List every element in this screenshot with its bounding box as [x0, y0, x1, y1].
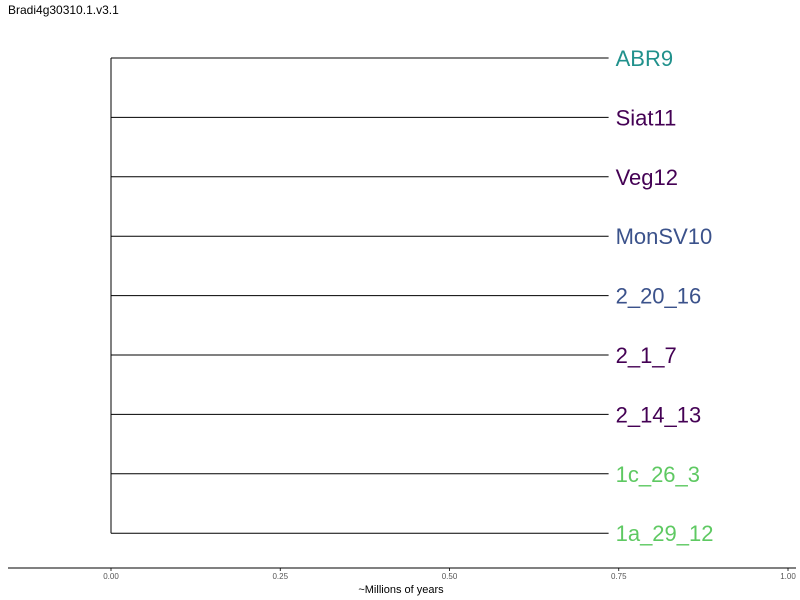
x-axis: 0.00 0.25 0.50 0.75 1.00 ~Millions of years	[8, 567, 796, 596]
tip-labels: ABR9 Siat11 Veg12 MonSV10 2_20_16 2_1_7 2_14_1…	[616, 46, 714, 546]
tip-label-2_14_13: 2_14_13	[616, 402, 702, 427]
tip-label-1c_26_3: 1c_26_3	[616, 462, 700, 487]
x-axis-label: ~Millions of years	[358, 584, 444, 596]
tip-label-MonSV10: MonSV10	[616, 224, 713, 249]
tip-label-ABR9: ABR9	[616, 46, 673, 71]
chart-title: Bradi4g30310.1.v3.1	[8, 3, 119, 17]
x-tick-label-0.75: 0.75	[611, 572, 627, 581]
x-tick-label-0.00: 0.00	[103, 572, 119, 581]
tip-label-Veg12: Veg12	[616, 165, 678, 190]
x-axis-ticks: 0.00 0.25 0.50 0.75 1.00	[103, 568, 796, 581]
x-tick-label-1.00: 1.00	[780, 572, 796, 581]
x-tick-label-0.50: 0.50	[442, 572, 458, 581]
tip-label-2_1_7: 2_1_7	[616, 343, 677, 368]
tree-branches	[110, 57, 609, 534]
x-tick-label-0.25: 0.25	[272, 572, 288, 581]
tip-label-1a_29_12: 1a_29_12	[616, 521, 714, 546]
tip-label-Siat11: Siat11	[616, 105, 677, 130]
tip-label-2_20_16: 2_20_16	[616, 284, 702, 309]
